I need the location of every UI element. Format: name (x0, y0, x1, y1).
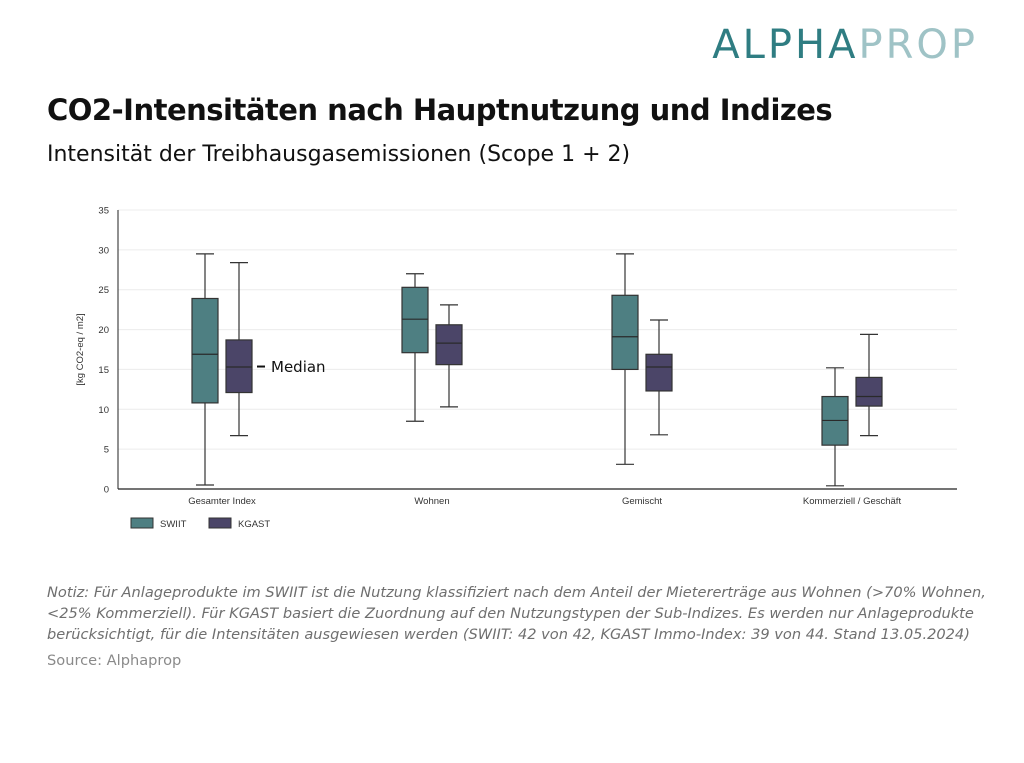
y-axis-label: [kg CO2-eq / m2] (75, 313, 86, 385)
boxplot-chart: 0 5 10 15 20 25 30 35 [kg CO2-eq / m2] Gesamter I… (75, 206, 957, 530)
source-line: Source: Alphaprop (47, 652, 182, 669)
x-tick-label: Kommerziell / Geschäft (803, 496, 902, 507)
kgast-box-0 (225, 339, 253, 394)
y-tick-label: 20 (98, 325, 109, 336)
legend-label-swiit: SWIIT (160, 519, 187, 530)
swiit-box-1 (401, 286, 429, 354)
swiit-box-2 (611, 294, 639, 371)
legend-swatch-kgast (208, 517, 232, 529)
chart-subtitle: Intensität der Treibhausgasemissionen (S… (47, 142, 631, 167)
kgast-box-3 (855, 376, 883, 407)
y-tick-label: 15 (98, 365, 109, 376)
legend-label-kgast: KGAST (238, 519, 270, 530)
y-tick-label: 10 (98, 405, 109, 416)
alphaprop-logo: ALPHAPROP (712, 22, 978, 68)
legend-swatch-swiit (130, 517, 154, 529)
y-tick-label: 30 (98, 245, 109, 256)
x-tick-label: Gemischt (622, 496, 662, 507)
y-tick-label: 35 (98, 206, 109, 217)
y-tick-label: 25 (98, 285, 109, 296)
footnote: Notiz: Für Anlageprodukte im SWIIT ist d… (47, 584, 986, 643)
kgast-box-1 (435, 324, 463, 366)
chart-title: CO2-Intensitäten nach Hauptnutzung und I… (47, 93, 833, 127)
y-tick-label: 5 (104, 445, 109, 456)
swiit-box-0 (191, 297, 219, 404)
x-tick-label: Wohnen (414, 496, 449, 507)
median-annotation-label: Median (271, 358, 326, 376)
y-tick-label: 0 (104, 485, 109, 496)
x-tick-label: Gesamter Index (188, 496, 256, 507)
kgast-box-2 (645, 353, 673, 392)
